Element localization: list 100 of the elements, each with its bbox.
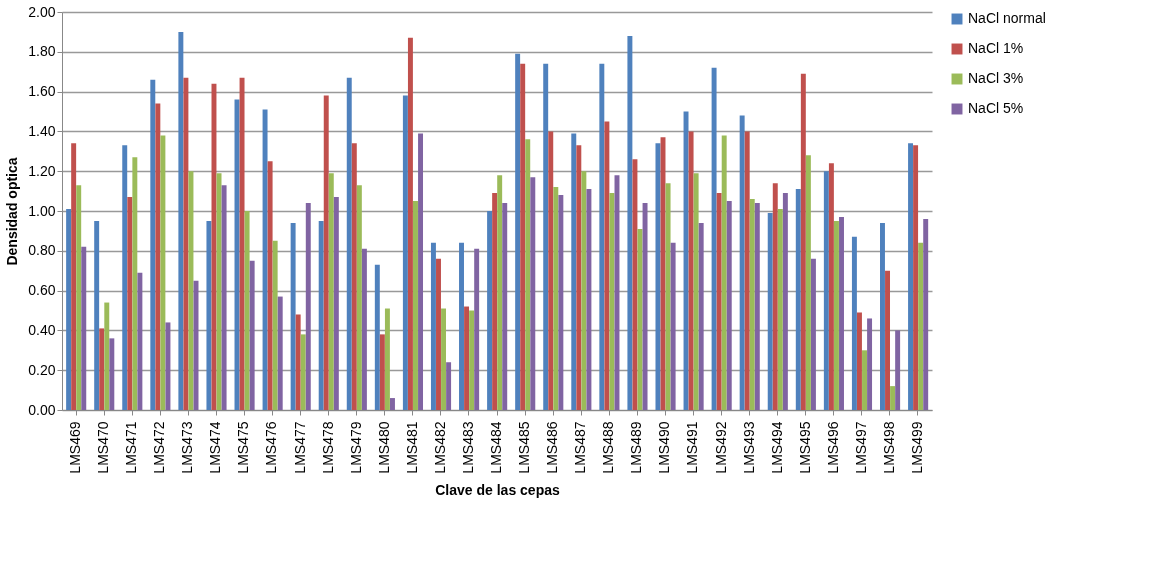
bar	[221, 185, 227, 410]
bar	[277, 296, 283, 410]
bar	[711, 67, 717, 410]
x-tick-label: LMS470	[95, 421, 112, 474]
bar	[839, 216, 844, 410]
bar	[379, 334, 385, 410]
bar	[487, 211, 493, 410]
x-tick-label: LMS493	[740, 421, 757, 474]
bar	[305, 203, 311, 410]
bar	[464, 306, 470, 410]
bar	[430, 242, 436, 410]
bar	[716, 193, 722, 410]
bar	[515, 53, 521, 410]
bar	[795, 189, 801, 410]
bar	[300, 334, 306, 410]
bar	[390, 398, 395, 410]
bar	[469, 310, 475, 410]
bar	[520, 63, 526, 410]
bar	[665, 183, 671, 410]
bar	[739, 115, 745, 410]
x-tick-label: LMS498	[880, 421, 897, 474]
bar	[867, 318, 873, 410]
bar	[885, 270, 890, 410]
bar	[446, 362, 452, 410]
x-tick-label: LMS489	[628, 421, 645, 474]
bar	[244, 211, 250, 410]
x-tick-label: LMS487	[572, 421, 589, 474]
bar	[290, 222, 296, 410]
x-tick-label: LMS482	[431, 421, 448, 474]
x-tick-label: LMS499	[908, 421, 925, 474]
x-tick-label: LMS490	[656, 421, 673, 474]
bar	[772, 183, 778, 410]
bar	[683, 111, 689, 410]
bar	[558, 195, 564, 410]
bar	[318, 220, 324, 410]
x-tick-label: LMS481	[403, 421, 420, 474]
x-tick-label: LMS494	[768, 421, 785, 474]
legend-label: NaCl 1%	[968, 40, 1024, 56]
bar	[851, 236, 857, 410]
bar	[436, 258, 441, 410]
bar	[178, 31, 184, 410]
bar	[351, 143, 357, 410]
bar	[459, 242, 464, 410]
bar	[688, 131, 694, 410]
bar	[599, 63, 605, 410]
bar	[76, 185, 82, 410]
bar	[216, 173, 222, 410]
x-tick-label: LMS491	[684, 421, 701, 474]
bar	[206, 220, 212, 410]
bar	[862, 350, 867, 410]
x-tick-label: LMS469	[67, 421, 84, 474]
x-tick-label: LMS471	[123, 421, 140, 474]
bar	[693, 173, 699, 410]
bar	[441, 308, 447, 410]
x-tick-label: LMS483	[459, 421, 476, 474]
y-tick-label: 1.20	[28, 162, 56, 179]
bar	[744, 131, 750, 410]
y-tick-label: 1.80	[28, 43, 56, 60]
bar	[530, 177, 536, 410]
legend-label: NaCl normal	[968, 10, 1046, 26]
x-tick-label: LMS485	[516, 421, 533, 474]
y-tick-label: 1.60	[28, 83, 56, 100]
x-tick-label: LMS484	[488, 421, 504, 474]
bar	[109, 338, 115, 410]
bar	[828, 163, 834, 410]
bar	[239, 77, 245, 410]
bar	[749, 199, 755, 410]
bar	[890, 386, 896, 410]
bar	[543, 63, 549, 410]
bar	[295, 314, 301, 410]
bar	[823, 171, 829, 410]
bar	[66, 209, 72, 410]
bar	[356, 185, 362, 410]
y-tick-label: 0.60	[28, 282, 56, 299]
x-tick-label: LMS480	[375, 421, 392, 474]
bar	[856, 312, 862, 410]
bar	[361, 248, 367, 410]
bar	[721, 135, 727, 410]
bar	[267, 161, 273, 410]
x-tick-label: LMS478	[319, 421, 336, 474]
bar	[155, 103, 161, 410]
bar	[586, 189, 592, 410]
bar	[833, 220, 839, 410]
bar	[132, 157, 138, 410]
bar	[150, 79, 156, 410]
x-tick-label: LMS488	[600, 421, 617, 474]
bar	[895, 330, 901, 410]
bar	[137, 272, 143, 410]
x-tick-label: LMS495	[796, 421, 813, 474]
bar	[698, 222, 704, 410]
bar	[576, 145, 582, 410]
x-tick-label: LMS477	[291, 421, 308, 474]
bar	[165, 322, 171, 410]
bar	[782, 193, 788, 410]
bar	[94, 220, 100, 410]
bar	[655, 143, 661, 410]
bar	[632, 159, 638, 410]
legend-label: NaCl 3%	[968, 70, 1024, 86]
bar	[407, 37, 413, 410]
bar	[502, 203, 508, 410]
